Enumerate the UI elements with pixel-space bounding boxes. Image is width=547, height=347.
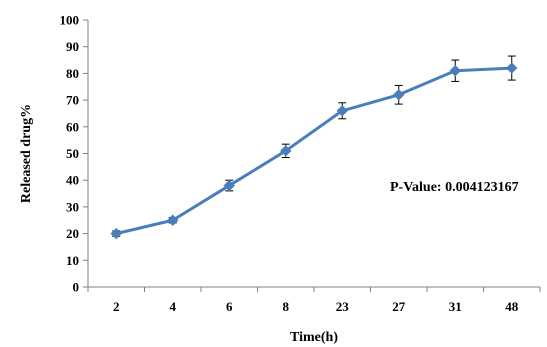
x-axis-ticks: 2 4 6 8 23 27 31 48 — [87, 287, 541, 314]
data-point-marker — [393, 89, 405, 101]
data-point-marker — [167, 214, 179, 226]
data-point-marker — [280, 145, 292, 157]
x-tick-label: 2 — [113, 299, 120, 314]
series-line — [115, 66, 512, 236]
y-tick-label: 70 — [66, 93, 79, 108]
x-tick-label: 23 — [336, 299, 350, 314]
y-tick-label: 30 — [66, 199, 79, 214]
y-tick-label: 100 — [60, 13, 80, 28]
y-axis-title: Released drug% — [19, 104, 34, 203]
y-tick-label: 40 — [66, 173, 79, 188]
data-point-marker — [449, 65, 461, 77]
x-tick-label: 8 — [283, 299, 290, 314]
y-tick-label: 60 — [66, 119, 79, 134]
p-value-annotation: P-Value: 0.004123167 — [390, 180, 519, 195]
error-bars — [112, 55, 516, 237]
data-point-marker — [110, 227, 122, 240]
x-tick-label: 4 — [170, 299, 177, 314]
y-tick-label: 50 — [66, 146, 79, 161]
x-tick-label: 31 — [449, 299, 462, 314]
x-tick-label: 48 — [505, 299, 519, 314]
y-tick-label: 20 — [66, 226, 79, 241]
y-tick-label: 0 — [73, 280, 80, 295]
y-tick-label: 80 — [66, 66, 79, 81]
data-point-marker — [506, 62, 518, 74]
y-axis-ticks: 0 10 20 30 40 50 60 70 80 90 100 — [60, 13, 88, 295]
data-point-marker — [336, 105, 348, 117]
y-tick-label: 10 — [66, 253, 79, 268]
series-markers — [110, 62, 518, 240]
x-axis-title: Time(h) — [290, 330, 338, 345]
y-tick-label: 90 — [66, 39, 79, 54]
x-tick-label: 6 — [226, 299, 233, 314]
data-point-marker — [223, 179, 235, 192]
x-tick-label: 27 — [392, 299, 406, 314]
